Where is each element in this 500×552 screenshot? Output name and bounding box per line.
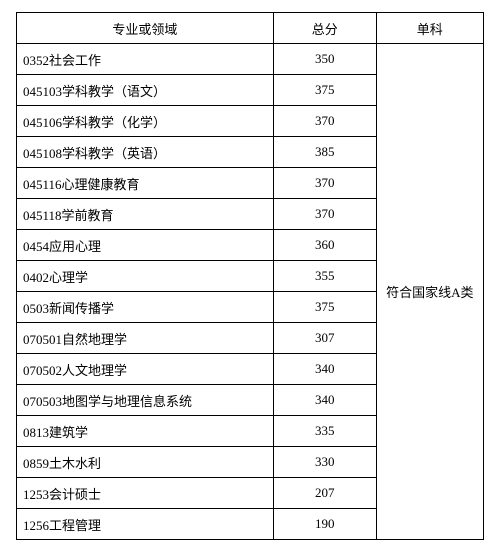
score-cell: 370	[273, 199, 376, 230]
major-cell: 0454应用心理	[17, 230, 274, 261]
major-cell: 045118学前教育	[17, 199, 274, 230]
table-body: 0352社会工作350符合国家线A类045103学科教学（语文）37504510…	[17, 44, 484, 540]
major-cell: 1253会计硕士	[17, 478, 274, 509]
score-cell: 370	[273, 168, 376, 199]
score-table: 专业或领域 总分 单科 0352社会工作350符合国家线A类045103学科教学…	[16, 12, 484, 540]
score-cell: 370	[273, 106, 376, 137]
score-cell: 340	[273, 354, 376, 385]
score-cell: 330	[273, 447, 376, 478]
major-cell: 1256工程管理	[17, 509, 274, 540]
major-cell: 0859土木水利	[17, 447, 274, 478]
score-cell: 360	[273, 230, 376, 261]
score-cell: 355	[273, 261, 376, 292]
score-cell: 375	[273, 292, 376, 323]
score-cell: 335	[273, 416, 376, 447]
major-cell: 070503地图学与地理信息系统	[17, 385, 274, 416]
major-cell: 045106学科教学（化学）	[17, 106, 274, 137]
header-major: 专业或领域	[17, 13, 274, 44]
header-row: 专业或领域 总分 单科	[17, 13, 484, 44]
major-cell: 0503新闻传播学	[17, 292, 274, 323]
major-cell: 0813建筑学	[17, 416, 274, 447]
major-cell: 0402心理学	[17, 261, 274, 292]
major-cell: 045116心理健康教育	[17, 168, 274, 199]
score-cell: 340	[273, 385, 376, 416]
score-cell: 385	[273, 137, 376, 168]
score-cell: 207	[273, 478, 376, 509]
score-cell: 375	[273, 75, 376, 106]
score-cell: 350	[273, 44, 376, 75]
major-cell: 070502人文地理学	[17, 354, 274, 385]
score-cell: 307	[273, 323, 376, 354]
major-cell: 0352社会工作	[17, 44, 274, 75]
header-total: 总分	[273, 13, 376, 44]
header-single: 单科	[376, 13, 483, 44]
major-cell: 045108学科教学（英语）	[17, 137, 274, 168]
major-cell: 045103学科教学（语文）	[17, 75, 274, 106]
major-cell: 070501自然地理学	[17, 323, 274, 354]
table-row: 0352社会工作350符合国家线A类	[17, 44, 484, 75]
single-subject-cell: 符合国家线A类	[376, 44, 483, 540]
score-cell: 190	[273, 509, 376, 540]
